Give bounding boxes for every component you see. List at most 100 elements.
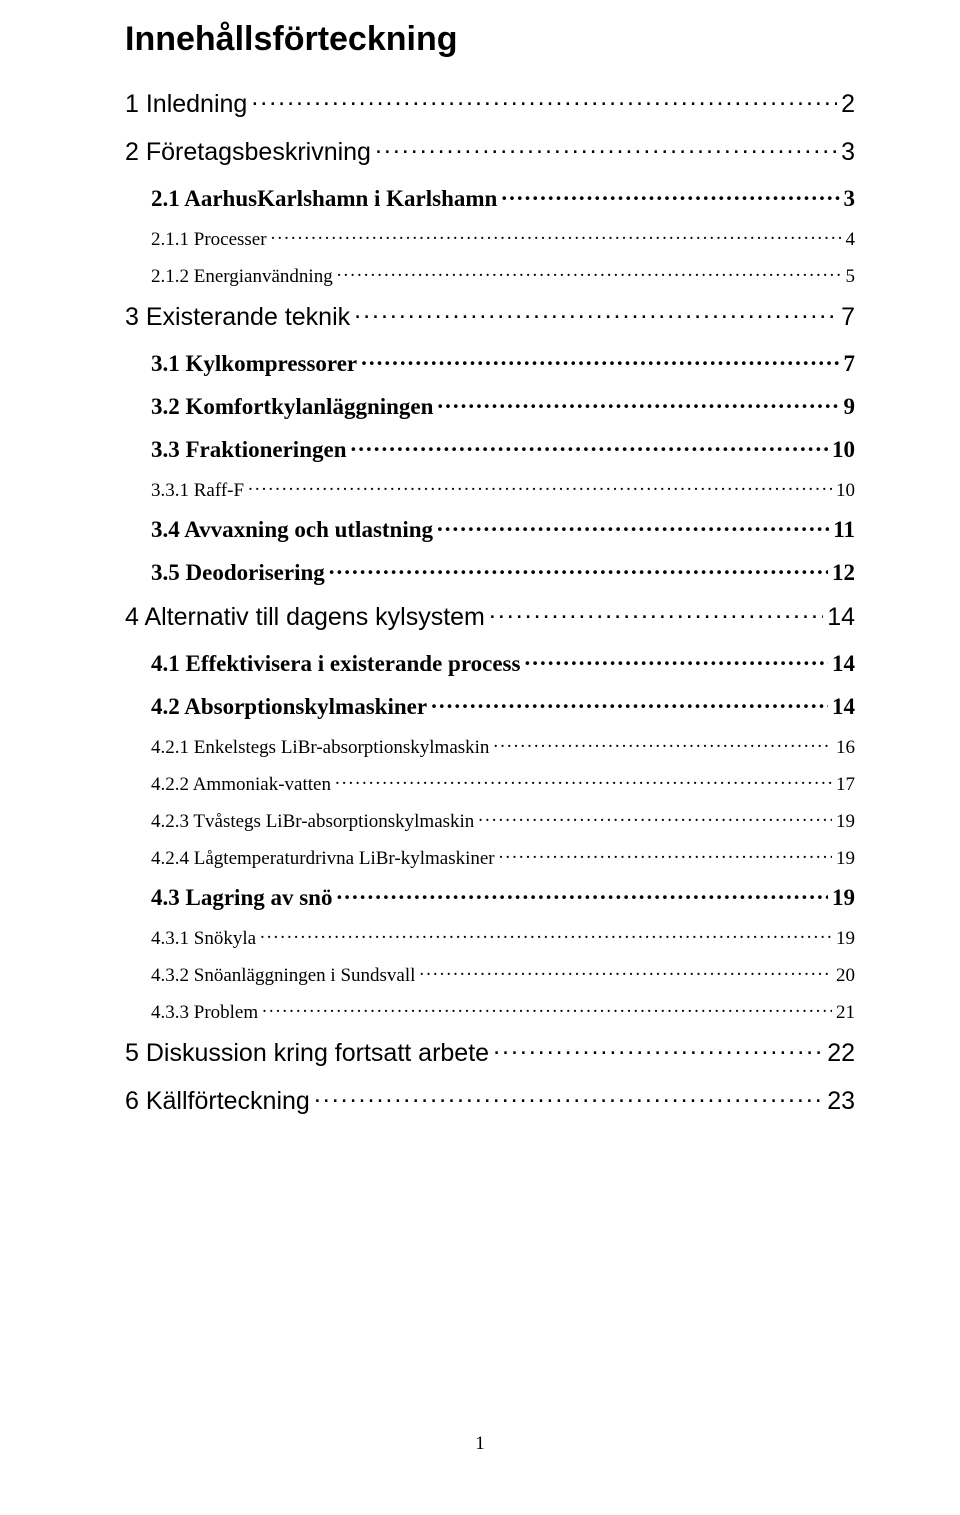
toc-leader	[335, 771, 832, 790]
toc-label: 4.3.2 Snöanläggningen i Sundsvall	[151, 965, 415, 987]
toc-label: 3.2 Komfortkylanläggningen	[151, 394, 433, 420]
toc-leader	[493, 1036, 823, 1061]
toc-leader	[260, 925, 832, 944]
toc-entry: 4 Alternativ till dagens kylsystem 14	[125, 600, 855, 632]
toc-label: 2.1.1 Processer	[151, 229, 267, 251]
toc-entry: 5 Diskussion kring fortsatt arbete 22	[125, 1036, 855, 1068]
toc-page: 7	[844, 351, 856, 377]
toc-page: 4	[846, 229, 856, 251]
toc-entry: 4.3.3 Problem 21	[125, 999, 855, 1024]
toc-leader	[524, 648, 828, 671]
toc-leader	[361, 348, 839, 371]
toc-entry: 4.2.1 Enkelstegs LiBr-absorptionskylmask…	[125, 734, 855, 759]
toc-page: 5	[846, 266, 856, 288]
toc-page: 7	[841, 303, 855, 332]
toc-leader	[437, 391, 839, 414]
toc-leader	[419, 962, 832, 981]
toc-label: 3.3 Fraktioneringen	[151, 437, 347, 463]
toc-page: 12	[832, 560, 855, 586]
toc-label: 3.3.1 Raff-F	[151, 480, 244, 502]
toc-entry: 4.3 Lagring av snö 19	[125, 882, 855, 911]
toc-entry: 3 Existerande teknik 7	[125, 300, 855, 332]
toc-entry: 3.1 Kylkompressorer 7	[125, 348, 855, 377]
toc-leader	[493, 734, 832, 753]
toc-label: 4 Alternativ till dagens kylsystem	[125, 603, 485, 632]
toc-list: 1 Inledning 2 2 Företagsbeskrivning 3 2.…	[125, 87, 855, 1116]
toc-page: 19	[832, 885, 855, 911]
toc-page: 14	[832, 651, 855, 677]
toc-leader	[437, 514, 829, 537]
toc-page: 20	[836, 965, 855, 987]
toc-page: 21	[836, 1002, 855, 1024]
toc-entry: 2 Företagsbeskrivning 3	[125, 135, 855, 167]
toc-leader	[431, 691, 828, 714]
toc-label: 4.1 Effektivisera i existerande process	[151, 651, 520, 677]
toc-label: 1 Inledning	[125, 90, 247, 119]
toc-label: 5 Diskussion kring fortsatt arbete	[125, 1039, 489, 1068]
toc-entry: 1 Inledning 2	[125, 87, 855, 119]
toc-label: 4.2.1 Enkelstegs LiBr-absorptionskylmask…	[151, 737, 489, 759]
toc-label: 3.4 Avvaxning och utlastning	[151, 517, 433, 543]
toc-entry: 3.4 Avvaxning och utlastning 11	[125, 514, 855, 543]
toc-entry: 6 Källförteckning 23	[125, 1084, 855, 1116]
page-number: 1	[0, 1433, 960, 1455]
toc-entry: 2.1.2 Energianvändning 5	[125, 263, 855, 288]
toc-label: 4.3.1 Snökyla	[151, 928, 256, 950]
toc-label: 3.1 Kylkompressorer	[151, 351, 357, 377]
toc-label: 3.5 Deodorisering	[151, 560, 325, 586]
toc-label: 4.3 Lagring av snö	[151, 885, 332, 911]
toc-entry: 4.2 Absorptionskylmaskiner 14	[125, 691, 855, 720]
toc-leader	[499, 845, 832, 864]
toc-leader	[314, 1084, 823, 1109]
toc-leader	[375, 135, 837, 160]
toc-entry: 4.3.2 Snöanläggningen i Sundsvall 20	[125, 962, 855, 987]
toc-title: Innehållsförteckning	[125, 20, 855, 59]
toc-page: 17	[836, 774, 855, 796]
toc-label: 4.3.3 Problem	[151, 1002, 258, 1024]
toc-entry: 4.2.3 Tvåstegs LiBr-absorptionskylmaskin…	[125, 808, 855, 833]
toc-leader	[489, 600, 823, 625]
toc-label: 4.2 Absorptionskylmaskiner	[151, 694, 427, 720]
toc-leader	[351, 434, 829, 457]
toc-page: 19	[836, 848, 855, 870]
toc-page: 23	[827, 1087, 855, 1116]
toc-page: 19	[836, 928, 855, 950]
toc-label: 6 Källförteckning	[125, 1087, 310, 1116]
toc-page: 9	[844, 394, 856, 420]
toc-leader	[248, 477, 832, 496]
toc-page: 10	[836, 480, 855, 502]
toc-label: 3 Existerande teknik	[125, 303, 350, 332]
toc-entry: 4.2.2 Ammoniak-vatten 17	[125, 771, 855, 796]
toc-page: 10	[832, 437, 855, 463]
toc-page: 19	[836, 811, 855, 833]
toc-page: 11	[833, 517, 855, 543]
toc-entry: 3.3 Fraktioneringen 10	[125, 434, 855, 463]
toc-label: 4.2.3 Tvåstegs LiBr-absorptionskylmaskin	[151, 811, 474, 833]
toc-entry: 2.1.1 Processer 4	[125, 226, 855, 251]
toc-entry: 3.2 Komfortkylanläggningen 9	[125, 391, 855, 420]
toc-page: 2	[841, 90, 855, 119]
toc-entry: 4.1 Effektivisera i existerande process …	[125, 648, 855, 677]
toc-entry: 4.2.4 Lågtemperaturdrivna LiBr-kylmaskin…	[125, 845, 855, 870]
toc-leader	[354, 300, 837, 325]
toc-page: 16	[836, 737, 855, 759]
toc-page: 14	[832, 694, 855, 720]
toc-page: 3	[844, 186, 856, 212]
toc-leader	[337, 263, 842, 282]
toc-entry: 2.1 AarhusKarlshamn i Karlshamn 3	[125, 183, 855, 212]
toc-page: 14	[827, 603, 855, 632]
toc-leader	[271, 226, 842, 245]
toc-leader	[501, 183, 839, 206]
toc-page: 3	[841, 138, 855, 167]
toc-label: 2.1.2 Energianvändning	[151, 266, 333, 288]
toc-entry: 3.3.1 Raff-F 10	[125, 477, 855, 502]
toc-entry: 3.5 Deodorisering 12	[125, 557, 855, 586]
toc-leader	[478, 808, 832, 827]
toc-leader	[329, 557, 828, 580]
toc-leader	[251, 87, 837, 112]
toc-label: 2 Företagsbeskrivning	[125, 138, 371, 167]
toc-label: 2.1 AarhusKarlshamn i Karlshamn	[151, 186, 497, 212]
toc-leader	[262, 999, 832, 1018]
toc-label: 4.2.4 Lågtemperaturdrivna LiBr-kylmaskin…	[151, 848, 495, 870]
toc-label: 4.2.2 Ammoniak-vatten	[151, 774, 331, 796]
